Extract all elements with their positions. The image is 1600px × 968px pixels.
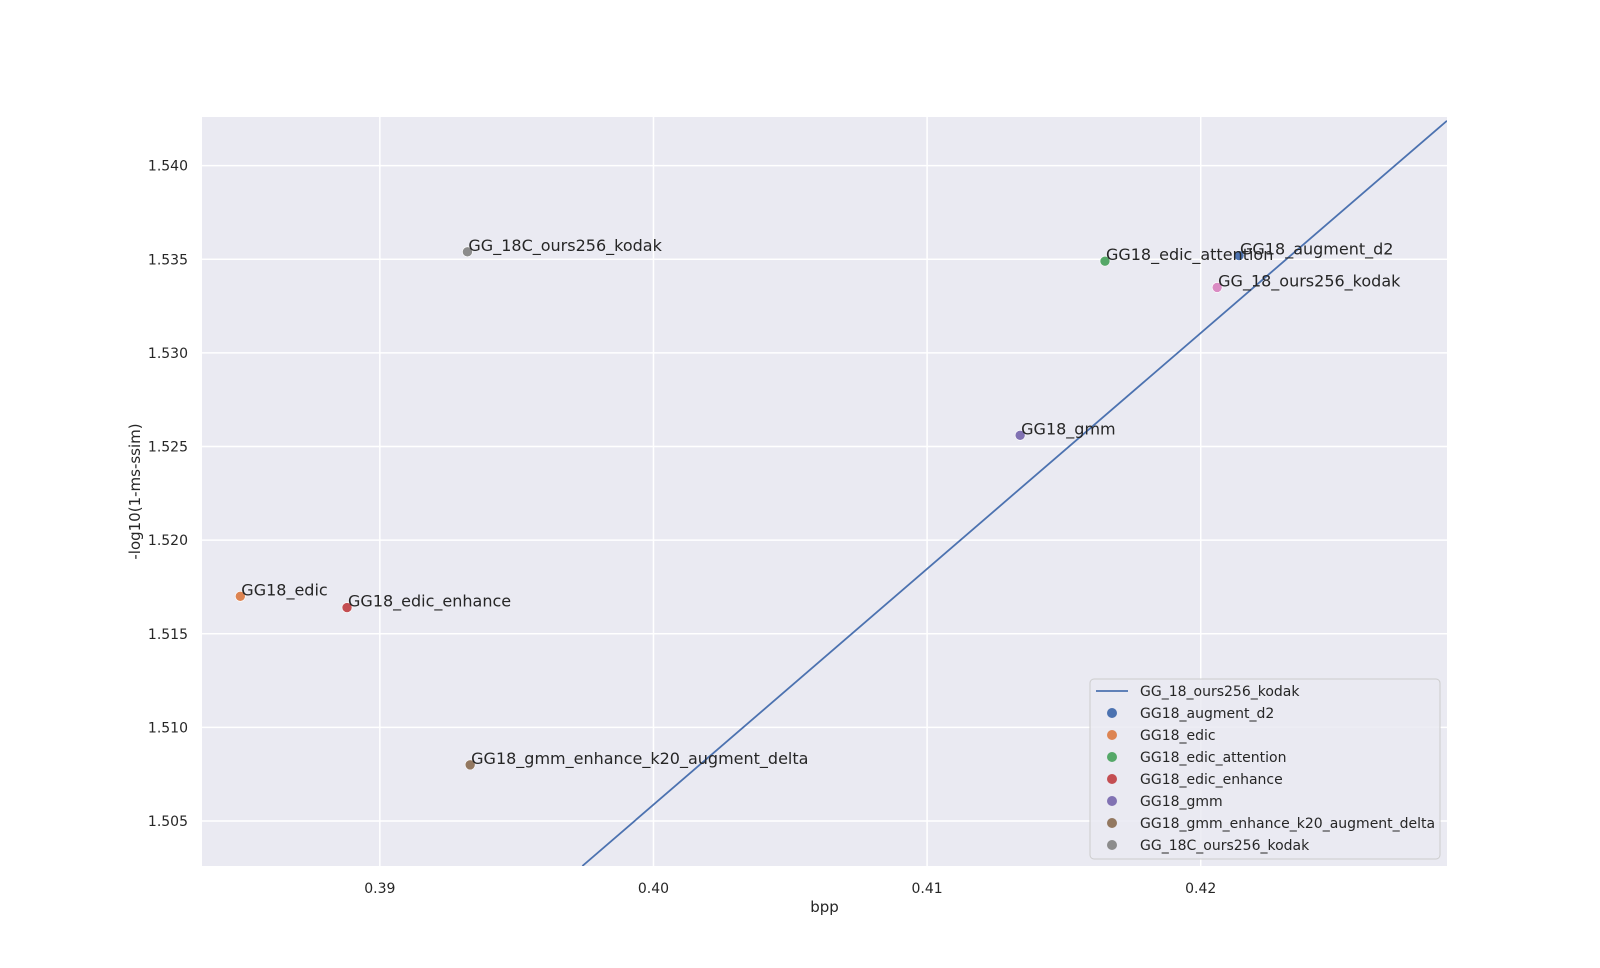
y-tick-label: 1.540 xyxy=(148,159,188,175)
point-label-gg18-edic-attention: GG18_edic_attention xyxy=(1106,245,1273,265)
legend: GG_18_ours256_kodak GG18_augment_d2 GG18_e… xyxy=(1089,678,1441,860)
legend-marker-gg18-augment-d2 xyxy=(1107,708,1117,718)
x-axis-label: bpp xyxy=(810,898,839,916)
point-gg18-gmm-enhance-k20-augment-delta xyxy=(464,759,476,771)
x-tick-label: 0.41 xyxy=(912,881,943,897)
point-gg18-augment-d2 xyxy=(1233,250,1245,261)
point-gg18-edic-attention xyxy=(1099,255,1111,267)
y-tick-labels: 1.505 1.510 1.515 1.520 1.525 1.530 1.535 1.540 xyxy=(148,159,188,830)
legend-marker-gg18-edic-enhance xyxy=(1107,774,1117,784)
x-tick-label: 0.39 xyxy=(364,881,395,897)
legend-label-gg18-edic-attention: GG18_edic_attention xyxy=(1140,750,1286,766)
x-tick-labels: 0.39 0.40 0.41 0.42 xyxy=(364,881,1216,897)
legend-label-gg18-edic: GG18_edic xyxy=(1140,728,1216,744)
y-tick-label: 1.520 xyxy=(148,533,188,549)
x-tick-label: 0.42 xyxy=(1185,881,1216,897)
legend-label-gg18-edic-enhance: GG18_edic_enhance xyxy=(1140,772,1283,788)
y-tick-label: 1.515 xyxy=(148,627,188,643)
point-label-gg18-augment-d2: GG18_augment_d2 xyxy=(1240,240,1393,260)
y-tick-label: 1.530 xyxy=(148,346,188,362)
point-label-gg18-edic-enhance: GG18_edic_enhance xyxy=(348,592,511,612)
legend-marker-gg18-edic-attention xyxy=(1107,752,1117,762)
legend-box xyxy=(1089,678,1441,860)
legend-label-gg18-gmm: GG18_gmm xyxy=(1140,794,1223,810)
legend-label-gg-18c-ours256-kodak: GG_18C_ours256_kodak xyxy=(1140,838,1310,854)
point-gg18-gmm xyxy=(1014,430,1026,441)
legend-label-gg18-gmm-enhance-k20-augment-delta: GG18_gmm_enhance_k20_augment_delta xyxy=(1140,816,1435,832)
point-gg-18-ours256-kodak xyxy=(1211,282,1223,293)
legend-label-gg-18-ours256-kodak: GG_18_ours256_kodak xyxy=(1140,684,1300,700)
point-label-gg18-gmm-enhance-k20-augment-delta: GG18_gmm_enhance_k20_augment_delta xyxy=(471,749,808,769)
y-tick-label: 1.535 xyxy=(148,252,188,268)
y-tick-label: 1.510 xyxy=(148,720,188,736)
series-layer xyxy=(235,120,1447,866)
legend-marker-gg-18c-ours256-kodak xyxy=(1107,840,1117,850)
legend-label-gg18-augment-d2: GG18_augment_d2 xyxy=(1140,706,1274,722)
legend-marker-gg18-gmm xyxy=(1107,796,1117,806)
y-tick-label: 1.525 xyxy=(148,440,188,456)
point-gg18-edic-enhance xyxy=(341,602,353,613)
point-label-gg-18c-ours256-kodak: GG_18C_ours256_kodak xyxy=(468,236,662,256)
legend-marker-gg18-edic xyxy=(1107,730,1117,740)
y-tick-label: 1.505 xyxy=(148,814,188,830)
point-label-gg-18-ours256-kodak: GG_18_ours256_kodak xyxy=(1218,271,1401,291)
x-tick-label: 0.40 xyxy=(638,881,669,897)
series-line-gg-18-ours256-kodak xyxy=(581,120,1447,866)
point-gg-18c-ours256-kodak xyxy=(462,246,473,258)
y-axis-label: -log10(1-ms-ssim) xyxy=(126,423,144,559)
point-gg18-edic xyxy=(235,591,246,602)
point-annotations: GG18_augment_d2 GG18_edic GG18_edic_attent… xyxy=(241,236,1401,769)
point-label-gg18-edic: GG18_edic xyxy=(241,580,327,600)
legend-marker-gg18-gmm-enhance-k20-augment-delta xyxy=(1107,818,1117,828)
point-label-gg18-gmm: GG18_gmm xyxy=(1021,419,1115,439)
